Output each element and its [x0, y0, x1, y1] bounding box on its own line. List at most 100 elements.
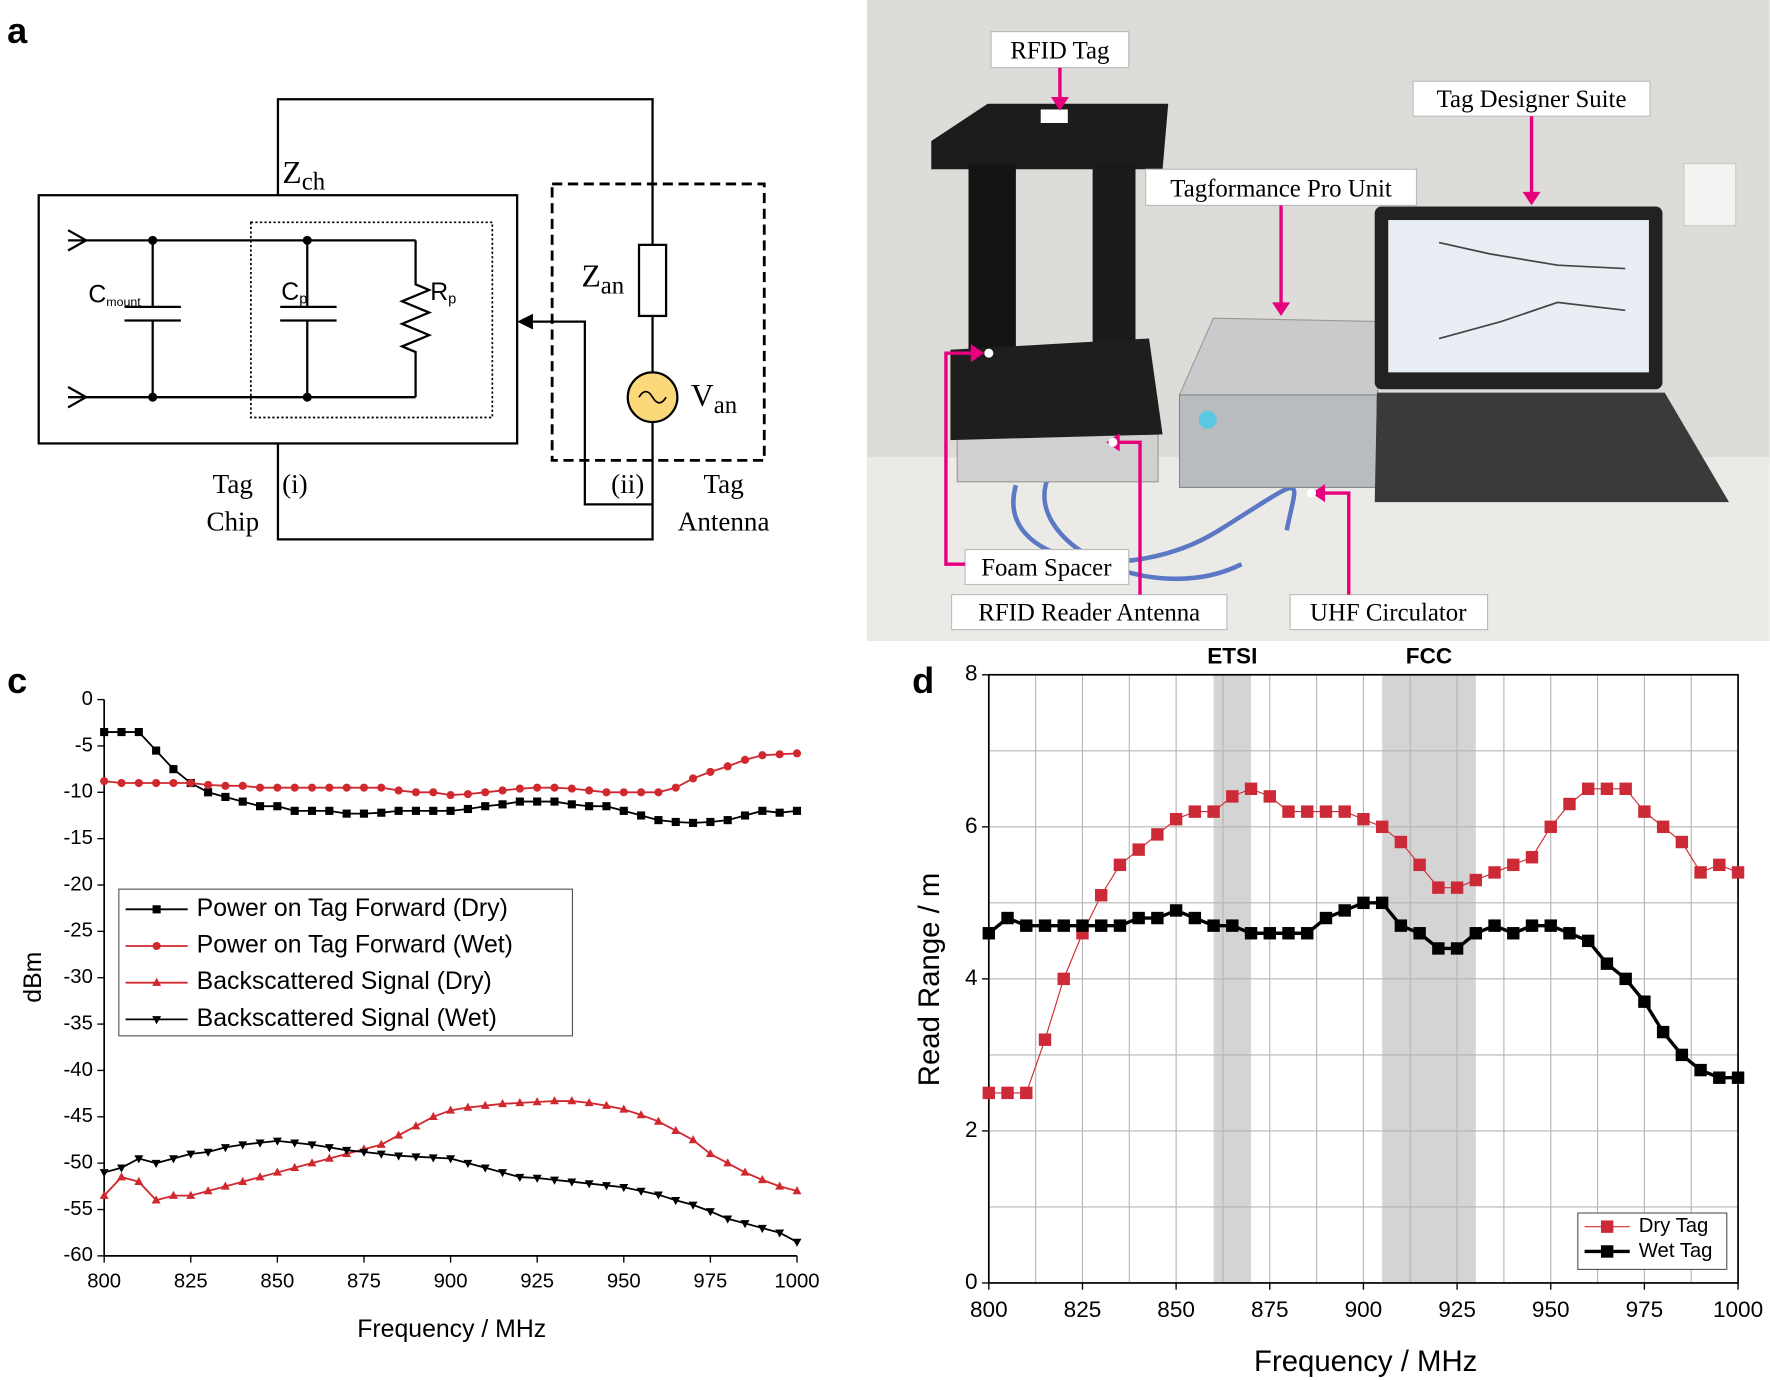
data-point — [1469, 927, 1483, 940]
data-point — [584, 1098, 594, 1107]
subscript: an — [601, 272, 625, 299]
x-tick-label: 1000 — [1713, 1297, 1763, 1322]
data-point — [1301, 927, 1314, 940]
wires — [37, 98, 766, 541]
label-boxes — [951, 31, 1651, 631]
data-point — [428, 1111, 438, 1121]
photo-labels: RFID Tag Tag Designer Suite Tagformance … — [978, 38, 1626, 627]
data-point — [255, 1172, 265, 1181]
x-tick-label: 875 — [347, 1270, 381, 1292]
data-point — [550, 797, 559, 806]
x-tick-label: 975 — [693, 1270, 727, 1292]
data-point — [1731, 1071, 1745, 1084]
legend-label: Wet Tag — [1639, 1240, 1713, 1262]
foam-pillar — [1092, 163, 1136, 356]
data-point — [619, 1104, 629, 1113]
x-tick-label: 925 — [1438, 1297, 1476, 1322]
y-tick-label: 4 — [965, 965, 978, 990]
photo: RFID Tag Tag Designer Suite Tagformance … — [866, 0, 1770, 641]
subscript: p — [448, 292, 456, 308]
data-point — [1450, 942, 1464, 955]
data-point — [740, 755, 750, 764]
data-point — [1656, 1025, 1670, 1039]
data-point — [463, 1102, 473, 1111]
legend-label: Power on Tag Forward (Wet) — [197, 932, 513, 959]
symbol: R — [430, 279, 448, 306]
data-point — [394, 1130, 404, 1139]
data-point — [446, 1155, 456, 1164]
label-box — [1289, 594, 1489, 631]
data-point — [481, 788, 490, 797]
capacitor — [124, 240, 181, 398]
unit-top — [1178, 317, 1384, 402]
impedance — [637, 243, 668, 318]
data-point — [1581, 934, 1595, 948]
foam-top — [931, 103, 1169, 170]
band-label: ETSI — [1207, 643, 1257, 668]
data-point — [272, 1137, 282, 1146]
data-point — [723, 1215, 733, 1224]
y-tick-label: -10 — [64, 781, 93, 803]
photo-label: Tag Designer Suite — [1437, 86, 1627, 113]
data-point — [1207, 919, 1220, 932]
data-point — [775, 1229, 785, 1238]
data-point — [619, 806, 628, 815]
y-tick-label: -20 — [64, 873, 93, 895]
data-point — [463, 790, 472, 799]
source-symbol — [638, 390, 667, 404]
label-box — [1412, 80, 1651, 117]
y-axis-label: Read Range / m — [913, 873, 946, 1087]
data-point — [1357, 813, 1370, 826]
data-point — [377, 783, 386, 792]
data-point — [982, 927, 996, 940]
y-tick-label: 8 — [965, 661, 978, 686]
data-point — [757, 1174, 767, 1184]
data-point — [602, 788, 611, 797]
legend-marker — [1600, 1245, 1614, 1258]
data-point — [775, 808, 784, 817]
data-point — [324, 1144, 334, 1153]
data-point — [550, 1096, 559, 1105]
pointer-head — [1050, 97, 1069, 111]
data-point — [117, 1172, 126, 1181]
data-point — [220, 1144, 230, 1153]
y-tick-label: -35 — [64, 1012, 93, 1034]
data-point — [758, 751, 767, 760]
data-point — [273, 802, 282, 811]
data-point — [585, 802, 594, 811]
data-point — [533, 797, 542, 806]
node — [302, 235, 312, 245]
data-point — [204, 788, 213, 797]
data-point — [428, 1154, 438, 1163]
data-point — [740, 811, 750, 820]
data-point — [255, 783, 265, 792]
data-point — [99, 1169, 109, 1178]
data-point — [220, 1181, 230, 1190]
data-point — [446, 791, 455, 800]
label-van: Van — [691, 378, 738, 419]
data-point — [324, 1153, 334, 1162]
data-point — [255, 1139, 265, 1148]
data-point — [498, 1098, 508, 1108]
data-point — [498, 786, 507, 795]
data-point — [515, 1173, 525, 1182]
data-point — [1488, 866, 1501, 879]
caption: Tag — [213, 469, 254, 499]
data-point — [1544, 919, 1557, 932]
data-point — [342, 809, 351, 818]
data-point — [411, 788, 420, 797]
label-box — [1145, 168, 1418, 206]
data-point — [792, 806, 802, 815]
data-point — [1244, 927, 1258, 940]
data-point — [585, 786, 594, 795]
data-point — [1226, 790, 1239, 803]
port-wire — [532, 320, 653, 506]
data-point — [1038, 919, 1052, 932]
data-point — [134, 1176, 144, 1185]
pointer-head — [1311, 484, 1326, 503]
data-point — [515, 1098, 525, 1107]
data-point — [238, 797, 247, 806]
data-point — [152, 778, 161, 788]
data-point — [637, 811, 646, 820]
data-point — [238, 1141, 248, 1150]
